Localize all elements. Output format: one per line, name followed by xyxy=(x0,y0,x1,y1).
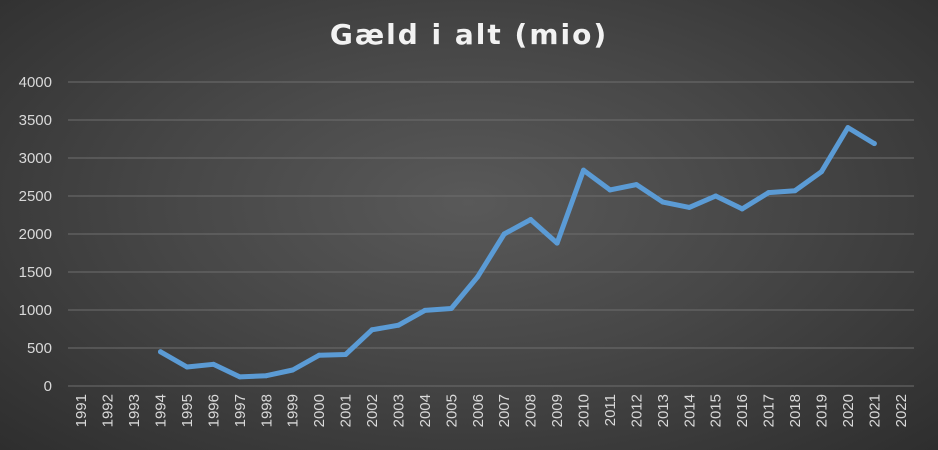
data-point-2008 xyxy=(528,217,534,223)
data-point-2004 xyxy=(422,307,428,313)
y-tick-label: 3000 xyxy=(19,150,52,167)
x-tick-label: 1996 xyxy=(205,394,222,427)
x-tick-label: 2005 xyxy=(443,394,460,427)
series-line xyxy=(158,125,877,380)
y-tick-label: 2000 xyxy=(19,226,52,243)
data-point-2000 xyxy=(316,352,322,358)
y-tick-label: 1500 xyxy=(19,264,52,281)
data-point-1995 xyxy=(184,364,190,370)
data-point-2009 xyxy=(554,240,560,246)
y-tick-label: 4000 xyxy=(19,74,52,91)
x-tick-label: 2012 xyxy=(628,394,645,427)
data-point-2012 xyxy=(633,182,639,188)
x-tick-label: 2021 xyxy=(866,394,883,427)
x-tick-label: 2011 xyxy=(602,394,619,426)
y-axis: 0 500 1000 1500 2000 2500 3000 3500 4000 xyxy=(19,74,52,395)
x-tick-label: 2003 xyxy=(390,394,407,427)
data-point-1998 xyxy=(263,373,269,379)
data-point-2021 xyxy=(871,141,877,147)
x-tick-label: 2017 xyxy=(761,394,778,427)
x-tick-label: 2008 xyxy=(523,394,540,427)
data-point-2001 xyxy=(343,351,349,357)
y-tick-label: 500 xyxy=(27,340,52,357)
x-tick-label: 2014 xyxy=(681,394,698,427)
data-point-1994 xyxy=(158,349,164,355)
data-point-2013 xyxy=(660,199,666,205)
x-tick-label: 1995 xyxy=(179,394,196,427)
data-point-2007 xyxy=(501,231,507,237)
data-point-2003 xyxy=(395,322,401,328)
x-tick-label: 2020 xyxy=(840,394,857,427)
x-tick-label: 2015 xyxy=(708,394,725,427)
x-tick-label: 1999 xyxy=(285,394,302,427)
data-point-2002 xyxy=(369,327,375,333)
data-point-2020 xyxy=(845,125,851,131)
chart-title: Gæld i alt (mio) xyxy=(329,18,609,51)
data-point-2005 xyxy=(448,305,454,311)
data-point-2010 xyxy=(581,167,587,173)
x-tick-label: 1991 xyxy=(73,394,90,427)
x-tick-label: 2006 xyxy=(470,394,487,427)
data-point-1997 xyxy=(237,374,243,380)
x-tick-label: 2010 xyxy=(576,394,593,427)
y-tick-label: 2500 xyxy=(19,188,52,205)
x-axis: 1991 1992 1993 1994 1995 1996 1997 1998 1999 2000… xyxy=(73,394,910,427)
data-point-2014 xyxy=(686,204,692,210)
y-tick-label: 3500 xyxy=(19,112,52,129)
x-tick-label: 1994 xyxy=(153,394,170,427)
x-tick-label: 2019 xyxy=(813,394,830,427)
x-tick-label: 2002 xyxy=(364,394,381,427)
data-point-2018 xyxy=(792,188,798,194)
data-point-2017 xyxy=(766,190,772,196)
y-tick-label: 0 xyxy=(44,378,52,395)
x-tick-label: 1998 xyxy=(258,394,275,427)
data-point-2011 xyxy=(607,187,613,193)
x-tick-label: 1993 xyxy=(126,394,143,427)
x-tick-label: 2004 xyxy=(417,394,434,427)
data-point-2016 xyxy=(739,206,745,212)
data-point-1999 xyxy=(290,367,296,373)
x-tick-label: 2001 xyxy=(338,394,355,427)
x-tick-label: 2013 xyxy=(655,394,672,427)
data-point-1996 xyxy=(210,361,216,367)
x-tick-label: 2018 xyxy=(787,394,804,427)
x-tick-label: 2016 xyxy=(734,394,751,427)
x-tick-label: 2009 xyxy=(549,394,566,427)
series-layer xyxy=(158,125,877,380)
x-tick-label: 1992 xyxy=(100,394,117,427)
x-tick-label: 1997 xyxy=(232,394,249,427)
x-tick-label: 2022 xyxy=(893,394,910,427)
x-tick-label: 2000 xyxy=(311,394,328,427)
data-point-2019 xyxy=(818,169,824,175)
y-tick-label: 1000 xyxy=(19,302,52,319)
data-point-2015 xyxy=(713,193,719,199)
gridlines xyxy=(68,81,914,387)
x-tick-label: 2007 xyxy=(496,394,513,427)
data-point-2006 xyxy=(475,274,481,280)
